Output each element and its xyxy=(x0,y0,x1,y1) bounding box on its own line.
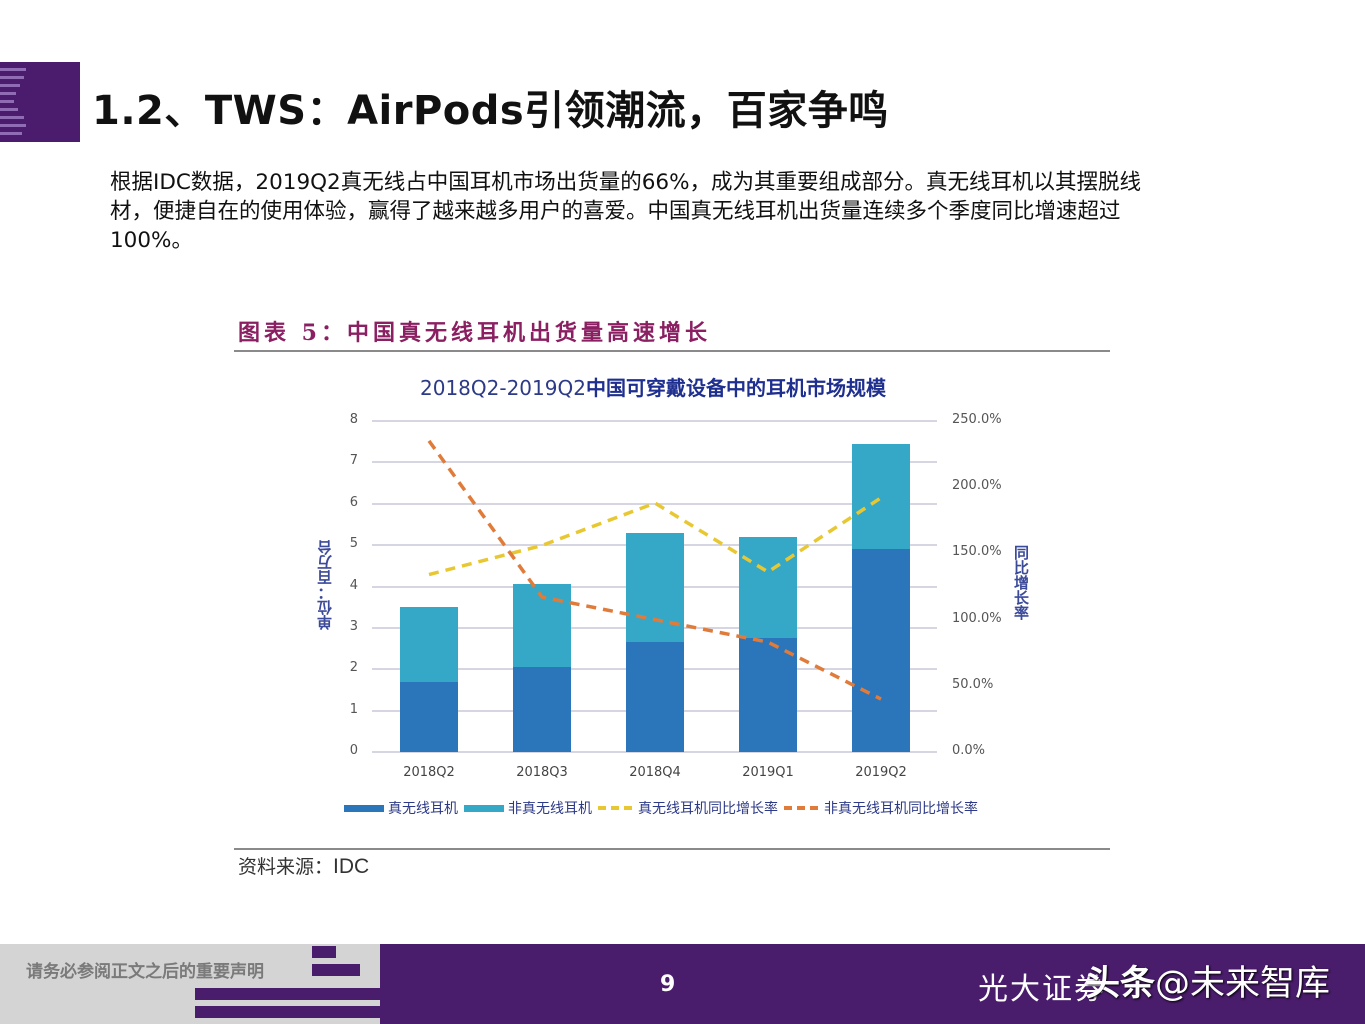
legend-swatch-tws xyxy=(344,804,384,812)
bar-non-tws xyxy=(852,443,910,550)
page-number: 9 xyxy=(660,972,676,997)
source-value: IDC xyxy=(333,855,370,878)
gridline xyxy=(372,461,937,464)
legend-label: 真无线耳机同比增长率 xyxy=(638,801,778,817)
y-tick-left: 0 xyxy=(349,743,358,758)
y-tick-left: 5 xyxy=(349,536,358,552)
bar-non-tws xyxy=(626,532,684,643)
footer-stripe xyxy=(195,988,380,1000)
legend-item-tws-growth: 真无线耳机同比增长率 xyxy=(598,798,778,818)
gridline xyxy=(372,502,937,505)
bar-tws xyxy=(739,638,797,752)
bar-tws xyxy=(400,681,458,752)
watermark-source: 头条 xyxy=(1085,964,1156,1004)
bar-tws xyxy=(852,549,910,752)
footer-stripe xyxy=(195,1006,380,1018)
right-axis-label: 同比增长率 xyxy=(1012,545,1030,620)
line-non-tws-growth xyxy=(427,439,882,701)
x-tick: 2019Q1 xyxy=(742,765,794,780)
source-label: 资料来源： xyxy=(238,856,334,878)
footer-disclaimer: 请务必参阅正文之后的重要声明 xyxy=(26,962,264,982)
bar-non-tws xyxy=(400,607,458,682)
x-tick: 2018Q2 xyxy=(403,765,455,780)
gridline xyxy=(372,626,937,629)
body-paragraph: 根据IDC数据，2019Q2真无线占中国耳机市场出货量的66%，成为其重要组成部… xyxy=(110,170,1142,253)
legend-swatch-non-tws xyxy=(464,804,504,812)
figure-top-rule xyxy=(234,350,1110,352)
y-tick-left: 2 xyxy=(349,660,358,676)
y-tick-left: 3 xyxy=(349,618,358,634)
legend-item-non-tws-growth: 非真无线耳机同比增长率 xyxy=(784,798,978,818)
x-tick: 2018Q3 xyxy=(516,765,568,780)
line-tws-growth xyxy=(428,496,882,577)
header-logo-block xyxy=(0,62,80,142)
x-tick: 2018Q4 xyxy=(629,765,681,780)
gridline xyxy=(372,668,937,671)
legend-item-tws: 真无线耳机 xyxy=(344,798,458,818)
watermark-account: @未来智库 xyxy=(1155,964,1331,1004)
legend-swatch-tws-growth xyxy=(598,806,632,810)
chart-title-period: 2018Q2-2019Q2 xyxy=(420,376,586,400)
y-tick-left: 8 xyxy=(349,412,358,427)
chart-legend: 真无线耳机 非真无线耳机 真无线耳机同比增长率 非真无线耳机同比增长率 xyxy=(344,798,984,818)
watermark: 头条@未来智库 xyxy=(1085,955,1330,1006)
bar-non-tws xyxy=(739,536,797,639)
chart-title-main: 中国可穿戴设备中的耳机市场规模 xyxy=(585,376,886,400)
y-tick-right: 250.0% xyxy=(952,412,1002,427)
footer-stripe xyxy=(312,964,360,976)
footer-stripe xyxy=(312,946,336,958)
gridline xyxy=(372,544,937,547)
legend-label: 真无线耳机 xyxy=(388,801,458,817)
legend-label: 非真无线耳机同比增长率 xyxy=(824,801,978,817)
slide-title: 1.2、TWS：AirPods引领潮流，百家争鸣 xyxy=(92,88,889,134)
y-tick-left: 7 xyxy=(349,453,358,469)
y-tick-right: 50.0% xyxy=(952,676,994,692)
y-tick-right: 200.0% xyxy=(952,478,1002,494)
x-tick: 2019Q2 xyxy=(855,765,907,780)
bar-tws xyxy=(513,667,571,752)
gridline xyxy=(372,709,937,712)
gridline xyxy=(372,420,937,422)
y-tick-right: 150.0% xyxy=(952,544,1002,560)
figure-source: 资料来源：IDC xyxy=(238,852,369,879)
y-tick-right: 100.0% xyxy=(952,610,1002,626)
legend-swatch-non-tws-growth xyxy=(784,806,818,810)
y-tick-right: 0.0% xyxy=(952,743,986,758)
footer-brand-band xyxy=(380,944,1365,1024)
left-axis-label: 单位：百万台 xyxy=(316,540,334,630)
y-tick-left: 4 xyxy=(349,577,358,593)
y-tick-left: 6 xyxy=(349,494,358,510)
brand-name: 光大证券 xyxy=(978,972,1106,1007)
figure-bottom-rule xyxy=(234,848,1110,850)
legend-item-non-tws: 非真无线耳机 xyxy=(464,798,592,818)
bar-tws xyxy=(626,642,684,752)
y-tick-left: 1 xyxy=(349,701,358,717)
gridline xyxy=(372,585,937,588)
legend-label: 非真无线耳机 xyxy=(508,801,592,817)
chart-title: 2018Q2-2019Q2中国可穿戴设备中的耳机市场规模 xyxy=(420,372,886,401)
bar-non-tws xyxy=(513,584,571,668)
figure-title: 图表 5：中国真无线耳机出货量高速增长 xyxy=(238,320,711,346)
gridline xyxy=(372,751,937,753)
